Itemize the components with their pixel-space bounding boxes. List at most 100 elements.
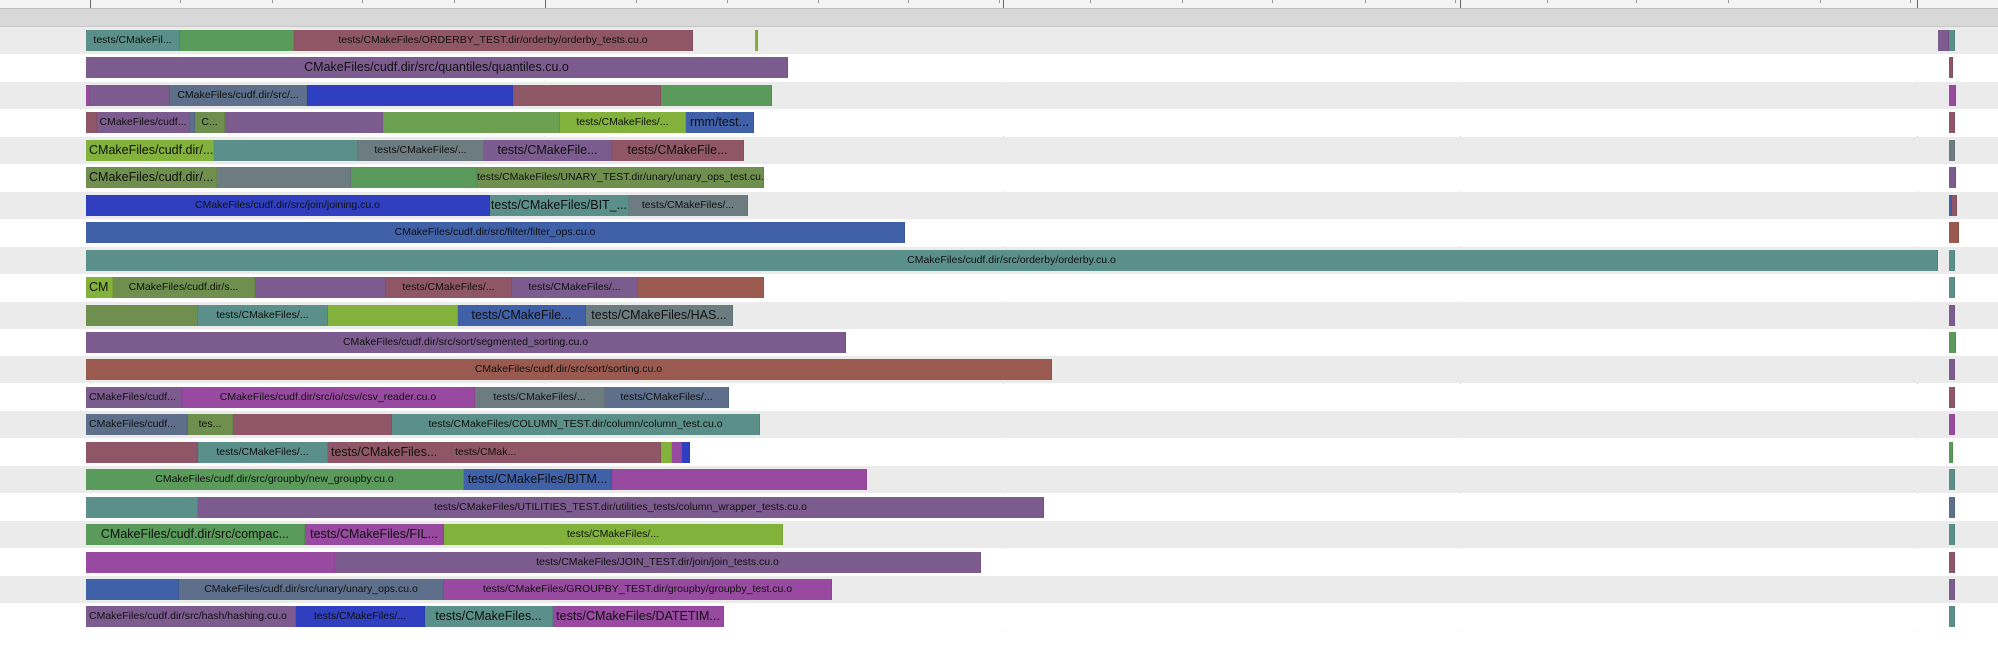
compile-job-bar[interactable] <box>755 30 758 51</box>
compile-job-bar[interactable]: tests/CMakeFiles/ORDERBY_TEST.dir/orderb… <box>294 30 693 51</box>
compile-job-bar[interactable]: CMakeFiles/cudf.dir/src/... <box>170 85 307 106</box>
compile-job-bar[interactable]: tests/CMakeFiles/BIT_... <box>490 195 629 216</box>
compile-job-bar[interactable] <box>255 277 386 298</box>
compile-job-bar[interactable] <box>1949 524 1955 545</box>
compile-job-bar[interactable] <box>1949 606 1955 627</box>
compile-job-bar[interactable] <box>86 579 179 600</box>
compile-job-bar[interactable]: tes... <box>188 414 233 435</box>
compile-job-bar[interactable] <box>1949 332 1956 353</box>
compile-job-bar[interactable]: tests/CMakeFiles/COLUMN_TEST.dir/column/… <box>392 414 760 435</box>
compile-job-bar[interactable]: tests/CMakeFil... <box>86 30 180 51</box>
compile-job-bar[interactable]: tests/CMakeFile... <box>458 305 586 326</box>
compile-job-bar[interactable]: tests/CMakeFiles/... <box>475 387 605 408</box>
compile-job-bar[interactable] <box>217 167 351 188</box>
compile-job-bar[interactable]: tests/CMakeFiles/... <box>198 305 328 326</box>
compile-job-bar[interactable] <box>233 414 392 435</box>
compile-job-bar[interactable]: tests/CMakeFiles/... <box>605 387 729 408</box>
compile-job-bar[interactable]: CMakeFiles/cudf.dir/src/orderby/orderby.… <box>86 250 1938 271</box>
compile-job-bar[interactable] <box>86 305 198 326</box>
compile-job-bar[interactable] <box>225 112 383 133</box>
compile-job-bar[interactable] <box>86 442 198 463</box>
compile-job-bar[interactable]: CMakeFiles/cudf.dir/src/join/joining.cu.… <box>86 195 490 216</box>
compile-job-bar[interactable] <box>513 85 661 106</box>
compile-job-bar[interactable]: CMakeFiles/cudf.dir/src/quantiles/quanti… <box>86 57 788 78</box>
compile-job-bar[interactable]: tests/CMakeFiles... <box>328 442 452 463</box>
compile-job-bar[interactable] <box>661 442 672 463</box>
compile-job-bar[interactable] <box>86 552 335 573</box>
compile-job-bar[interactable] <box>1938 30 1949 51</box>
compile-job-bar[interactable]: CMakeFiles/cudf.dir/src/sort/sorting.cu.… <box>86 359 1052 380</box>
compile-job-bar[interactable]: rmm/test... <box>686 112 754 133</box>
compile-job-bar[interactable] <box>351 167 477 188</box>
compile-job-bar[interactable] <box>86 112 97 133</box>
compile-job-bar[interactable] <box>1949 195 1952 216</box>
compile-job-bar[interactable] <box>1949 57 1953 78</box>
compile-job-bar[interactable] <box>1949 85 1956 106</box>
compile-job-bar[interactable] <box>661 85 772 106</box>
compile-job-bar[interactable]: CMakeFiles/cudf.dir/src/filter/filter_op… <box>86 222 905 243</box>
compile-job-bar[interactable]: tests/CMakeFiles/... <box>560 112 686 133</box>
compile-job-bar[interactable]: CMakeFiles/cudf.dir/src/groupby/new_grou… <box>86 469 464 490</box>
compile-job-bar[interactable]: CMakeFiles/cudf.dir/src/unary/unary_ops.… <box>179 579 444 600</box>
compile-job-bar[interactable]: tests/CMakeFiles/... <box>386 277 512 298</box>
compile-job-bar[interactable]: tests/CMakeFiles/UTILITIES_TEST.dir/util… <box>198 497 1044 518</box>
compile-job-bar[interactable] <box>190 112 195 133</box>
compile-job-bar[interactable] <box>682 442 690 463</box>
compile-job-bar[interactable] <box>1949 414 1955 435</box>
compile-job-bar[interactable] <box>1949 469 1955 490</box>
compile-job-bar[interactable]: tests/CMakeFiles/... <box>512 277 638 298</box>
compile-job-bar[interactable] <box>1949 140 1955 161</box>
compile-job-bar[interactable]: CMakeFiles/cudf.dir/... <box>86 167 217 188</box>
compile-job-bar[interactable] <box>612 469 867 490</box>
compile-job-bar[interactable]: tests/CMakeFiles/GROUPBY_TEST.dir/groupb… <box>444 579 832 600</box>
compile-job-bar[interactable]: tests/CMakeFiles/BITM... <box>464 469 612 490</box>
compile-job-bar[interactable] <box>1949 30 1955 51</box>
compile-job-bar[interactable] <box>86 497 198 518</box>
compile-job-bar[interactable]: tests/CMakeFiles/... <box>629 195 748 216</box>
compile-job-bar[interactable] <box>1949 112 1955 133</box>
compile-job-bar[interactable]: tests/CMakeFiles/FIL... <box>305 524 444 545</box>
compile-job-bar[interactable] <box>1949 442 1953 463</box>
compile-job-bar[interactable]: tests/CMakeFiles/UNARY_TEST.dir/unary/un… <box>477 167 764 188</box>
compile-job-bar[interactable]: CMakeFiles/cudf... <box>97 112 190 133</box>
compile-job-bar[interactable] <box>1949 359 1955 380</box>
compile-job-bar[interactable]: tests/CMakeFiles... <box>425 606 553 627</box>
compile-job-bar[interactable]: C... <box>195 112 225 133</box>
compile-job-bar[interactable]: CMakeFiles/cudf... <box>86 387 182 408</box>
compile-job-bar[interactable]: CMakeFiles/cudf.dir/src/hash/hashing.cu.… <box>86 606 296 627</box>
compile-job-bar[interactable] <box>1949 579 1955 600</box>
compile-job-bar[interactable] <box>1949 305 1955 326</box>
compile-job-bar[interactable] <box>90 85 170 106</box>
compile-job-bar[interactable]: CMakeFiles/cudf... <box>86 414 188 435</box>
compile-job-bar[interactable]: tests/CMakeFiles/... <box>358 140 484 161</box>
compile-job-bar[interactable]: CM <box>86 277 113 298</box>
compile-job-bar[interactable] <box>638 277 764 298</box>
compile-job-bar[interactable]: CMakeFiles/cudf.dir/src/compac... <box>86 524 305 545</box>
compile-job-bar[interactable] <box>86 85 90 106</box>
compile-job-bar[interactable]: CMakeFiles/cudf.dir/s... <box>113 277 255 298</box>
compile-job-bar[interactable] <box>1949 552 1955 573</box>
compile-job-bar[interactable]: tests/CMakeFile... <box>612 140 744 161</box>
compile-job-bar[interactable]: tests/CMakeFiles/JOIN_TEST.dir/join/join… <box>335 552 981 573</box>
compile-job-bar[interactable] <box>1949 387 1955 408</box>
compile-job-bar[interactable] <box>1949 497 1955 518</box>
compile-job-bar[interactable]: tests/CMakeFile... <box>484 140 612 161</box>
compile-job-bar[interactable]: CMakeFiles/cudf.dir/src/sort/segmented_s… <box>86 332 846 353</box>
compile-job-bar[interactable] <box>328 305 458 326</box>
compile-job-bar[interactable] <box>180 30 294 51</box>
compile-job-bar[interactable]: tests/CMakeFiles/... <box>296 606 425 627</box>
compile-job-bar[interactable]: CMakeFiles/cudf.dir/... <box>86 140 214 161</box>
compile-job-bar[interactable] <box>307 85 513 106</box>
compile-job-bar[interactable]: CMakeFiles/cudf.dir/src/io/csv/csv_reade… <box>182 387 475 408</box>
compile-job-bar[interactable] <box>1949 277 1955 298</box>
compile-job-bar[interactable] <box>383 112 560 133</box>
compile-job-bar[interactable]: tests/CMakeFiles/HAS... <box>586 305 733 326</box>
compile-job-bar[interactable] <box>1952 195 1957 216</box>
compile-job-bar[interactable] <box>672 442 682 463</box>
compile-job-bar[interactable] <box>1949 250 1955 271</box>
compile-job-bar[interactable]: tests/CMakeFiles/DATETIM... <box>553 606 724 627</box>
compile-job-bar[interactable] <box>214 140 358 161</box>
compile-job-bar[interactable]: tests/CMak... <box>452 442 661 463</box>
compile-job-bar[interactable] <box>1949 167 1956 188</box>
compile-job-bar[interactable] <box>1949 222 1959 243</box>
